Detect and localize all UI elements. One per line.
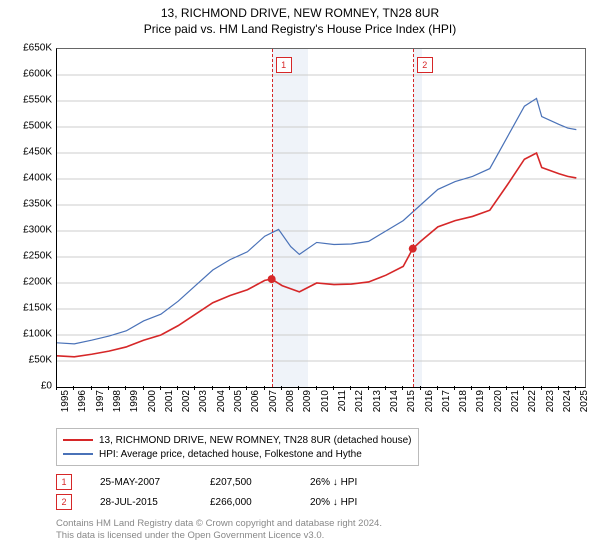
x-axis-label: 1998	[112, 390, 123, 412]
legend-row: HPI: Average price, detached house, Folk…	[63, 447, 412, 461]
x-axis-label: 2017	[441, 390, 452, 412]
y-axis-label: £150K	[2, 303, 52, 314]
x-axis-label: 2012	[354, 390, 365, 412]
sale-date: 25-MAY-2007	[100, 477, 210, 488]
legend-row: 13, RICHMOND DRIVE, NEW ROMNEY, TN28 8UR…	[63, 433, 412, 447]
y-axis-label: £350K	[2, 199, 52, 210]
x-axis-label: 2000	[147, 390, 158, 412]
y-axis-label: £650K	[2, 43, 52, 54]
y-axis-label: £300K	[2, 225, 52, 236]
chart-container: 13, RICHMOND DRIVE, NEW ROMNEY, TN28 8UR…	[0, 0, 600, 560]
y-axis-label: £500K	[2, 121, 52, 132]
sale-marker-icon: 2	[56, 494, 72, 510]
legend-label-hpi: HPI: Average price, detached house, Folk…	[99, 449, 362, 460]
x-axis-label: 2025	[579, 390, 590, 412]
x-axis-label: 1995	[60, 390, 71, 412]
sale-price: £266,000	[210, 497, 310, 508]
footer-line: This data is licensed under the Open Gov…	[56, 530, 382, 542]
x-axis-label: 2006	[250, 390, 261, 412]
x-axis-label: 2023	[545, 390, 556, 412]
sale-delta: 26% ↓ HPI	[310, 477, 410, 488]
x-axis-label: 2011	[337, 390, 348, 412]
x-axis-label: 2010	[320, 390, 331, 412]
x-axis-label: 1999	[129, 390, 140, 412]
footer-attribution: Contains HM Land Registry data © Crown c…	[56, 518, 382, 543]
legend-label-property: 13, RICHMOND DRIVE, NEW ROMNEY, TN28 8UR…	[99, 435, 412, 446]
x-axis-label: 2015	[406, 390, 417, 412]
x-axis-label: 2008	[285, 390, 296, 412]
title-subtitle: Price paid vs. HM Land Registry's House …	[0, 22, 600, 36]
sales-table: 1 25-MAY-2007 £207,500 26% ↓ HPI 2 28-JU…	[56, 472, 410, 512]
y-axis-label: £250K	[2, 251, 52, 262]
callout-marker: 1	[276, 57, 292, 73]
footer-line: Contains HM Land Registry data © Crown c…	[56, 518, 382, 530]
y-axis-label: £0	[2, 381, 52, 392]
x-axis-label: 2020	[493, 390, 504, 412]
x-axis-label: 2018	[458, 390, 469, 412]
x-axis-label: 2016	[424, 390, 435, 412]
y-axis-label: £550K	[2, 95, 52, 106]
x-axis-label: 2004	[216, 390, 227, 412]
x-axis-label: 2013	[372, 390, 383, 412]
x-axis-label: 2001	[164, 390, 175, 412]
x-axis-label: 2007	[268, 390, 279, 412]
x-axis-label: 2005	[233, 390, 244, 412]
legend-swatch-hpi	[63, 453, 93, 454]
x-axis-label: 2019	[475, 390, 486, 412]
sale-price: £207,500	[210, 477, 310, 488]
legend-swatch-property	[63, 439, 93, 441]
x-axis-label: 2009	[302, 390, 313, 412]
x-axis-label: 2003	[198, 390, 209, 412]
title-block: 13, RICHMOND DRIVE, NEW ROMNEY, TN28 8UR…	[0, 0, 600, 36]
x-axis-label: 2021	[510, 390, 521, 412]
sale-delta: 20% ↓ HPI	[310, 497, 410, 508]
y-axis-label: £100K	[2, 329, 52, 340]
x-axis-label: 1997	[95, 390, 106, 412]
legend: 13, RICHMOND DRIVE, NEW ROMNEY, TN28 8UR…	[56, 428, 419, 466]
x-axis-label: 2014	[389, 390, 400, 412]
chart-plot-area: 12	[56, 48, 586, 388]
sale-row: 2 28-JUL-2015 £266,000 20% ↓ HPI	[56, 492, 410, 512]
callout-marker: 2	[417, 57, 433, 73]
y-axis-label: £600K	[2, 69, 52, 80]
x-axis-label: 2024	[562, 390, 573, 412]
y-axis-label: £200K	[2, 277, 52, 288]
title-address: 13, RICHMOND DRIVE, NEW ROMNEY, TN28 8UR	[0, 6, 600, 20]
y-axis-label: £400K	[2, 173, 52, 184]
y-axis-label: £50K	[2, 355, 52, 366]
sale-date: 28-JUL-2015	[100, 497, 210, 508]
x-axis-label: 1996	[77, 390, 88, 412]
x-axis-label: 2002	[181, 390, 192, 412]
sale-row: 1 25-MAY-2007 £207,500 26% ↓ HPI	[56, 472, 410, 492]
sale-marker-icon: 1	[56, 474, 72, 490]
x-axis-label: 2022	[527, 390, 538, 412]
y-axis-label: £450K	[2, 147, 52, 158]
